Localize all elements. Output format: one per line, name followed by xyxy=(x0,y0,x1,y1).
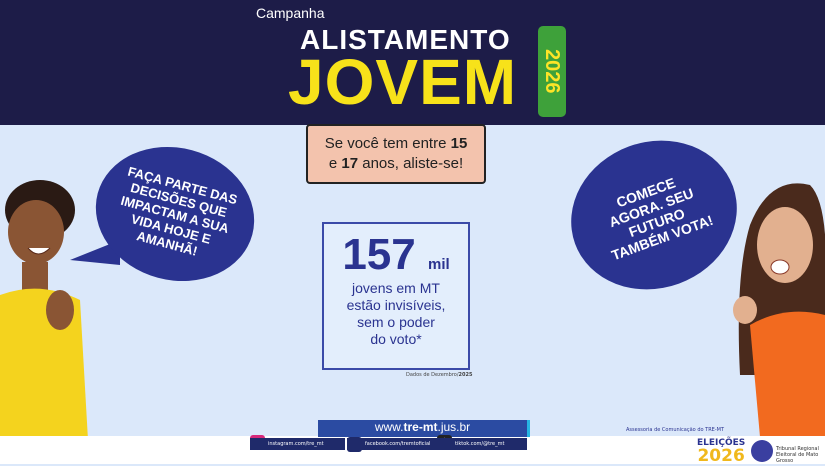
statistic-box: 157 mil jovens em MT estão invisíveis, s… xyxy=(322,222,470,370)
data-source: Dados de Dezembro/2025 xyxy=(406,372,472,378)
left-speech-bubble: FAÇA PARTE DAS DECISÕES QUE IMPACTAM A S… xyxy=(80,129,270,299)
banner-age-max: 17 xyxy=(341,155,359,172)
header-band xyxy=(0,0,825,125)
campaign-label: Campanha xyxy=(256,5,325,21)
elections-logo: ELEIÇÕES 2026 xyxy=(697,438,745,465)
banner-text: e xyxy=(328,155,342,172)
stat-line: do voto* xyxy=(370,331,422,347)
right-speech-bubble: COMECE AGORA. SEU FUTURO TAMBÉM VOTA! xyxy=(550,117,758,313)
banner-text: Se você tem entre xyxy=(324,135,451,152)
title-line1: ALISTAMENTO xyxy=(300,24,511,55)
source-year: 2025 xyxy=(458,372,473,378)
stat-line: jovens em MT xyxy=(352,280,440,296)
stat-line: estão invisíveis, xyxy=(346,297,446,313)
right-bubble-text: COMECE AGORA. SEU FUTURO TAMBÉM VOTA! xyxy=(606,174,716,264)
url-prefix: www. xyxy=(374,420,404,434)
tiktok-link[interactable]: tiktok.com/@tre_mt xyxy=(437,438,527,450)
stat-value: 157 xyxy=(342,230,416,279)
instagram-link[interactable]: instagram.com/tre_mt xyxy=(250,438,345,450)
left-bubble-text: FAÇA PARTE DAS DECISÕES QUE IMPACTAM A S… xyxy=(119,163,240,259)
tre-label: Tribunal Regional Eleitoral de Mato Gros… xyxy=(776,446,819,464)
stat-unit: mil xyxy=(427,256,450,273)
stat-line: sem o poder xyxy=(357,314,435,330)
elections-word: ELEIÇÕES xyxy=(697,438,746,448)
facebook-link[interactable]: facebook.com/tremtoficial xyxy=(347,438,437,450)
age-banner: Se você tem entre 15 e 17 anos, aliste-s… xyxy=(306,124,486,184)
elections-year: 2026 xyxy=(697,446,745,466)
year-badge: 2026 xyxy=(538,26,566,117)
banner-age-min: 15 xyxy=(450,135,468,152)
source-text: Dados de Dezembro/ xyxy=(406,372,459,378)
website-link[interactable]: www.tre-mt.jus.br xyxy=(318,420,530,437)
credit: Assessoria de Comunicação do TRE-MT xyxy=(626,427,725,433)
url-suffix: .jus.br xyxy=(437,420,471,434)
title-line2: JOVEM xyxy=(288,46,518,118)
tre-logo-icon xyxy=(751,440,773,462)
stat-number: 157 mil xyxy=(324,230,468,280)
banner-text: anos, aliste-se! xyxy=(358,155,464,172)
girl-photo xyxy=(733,183,825,437)
boy-photo xyxy=(0,180,88,440)
url-domain: tre-mt xyxy=(403,420,438,434)
